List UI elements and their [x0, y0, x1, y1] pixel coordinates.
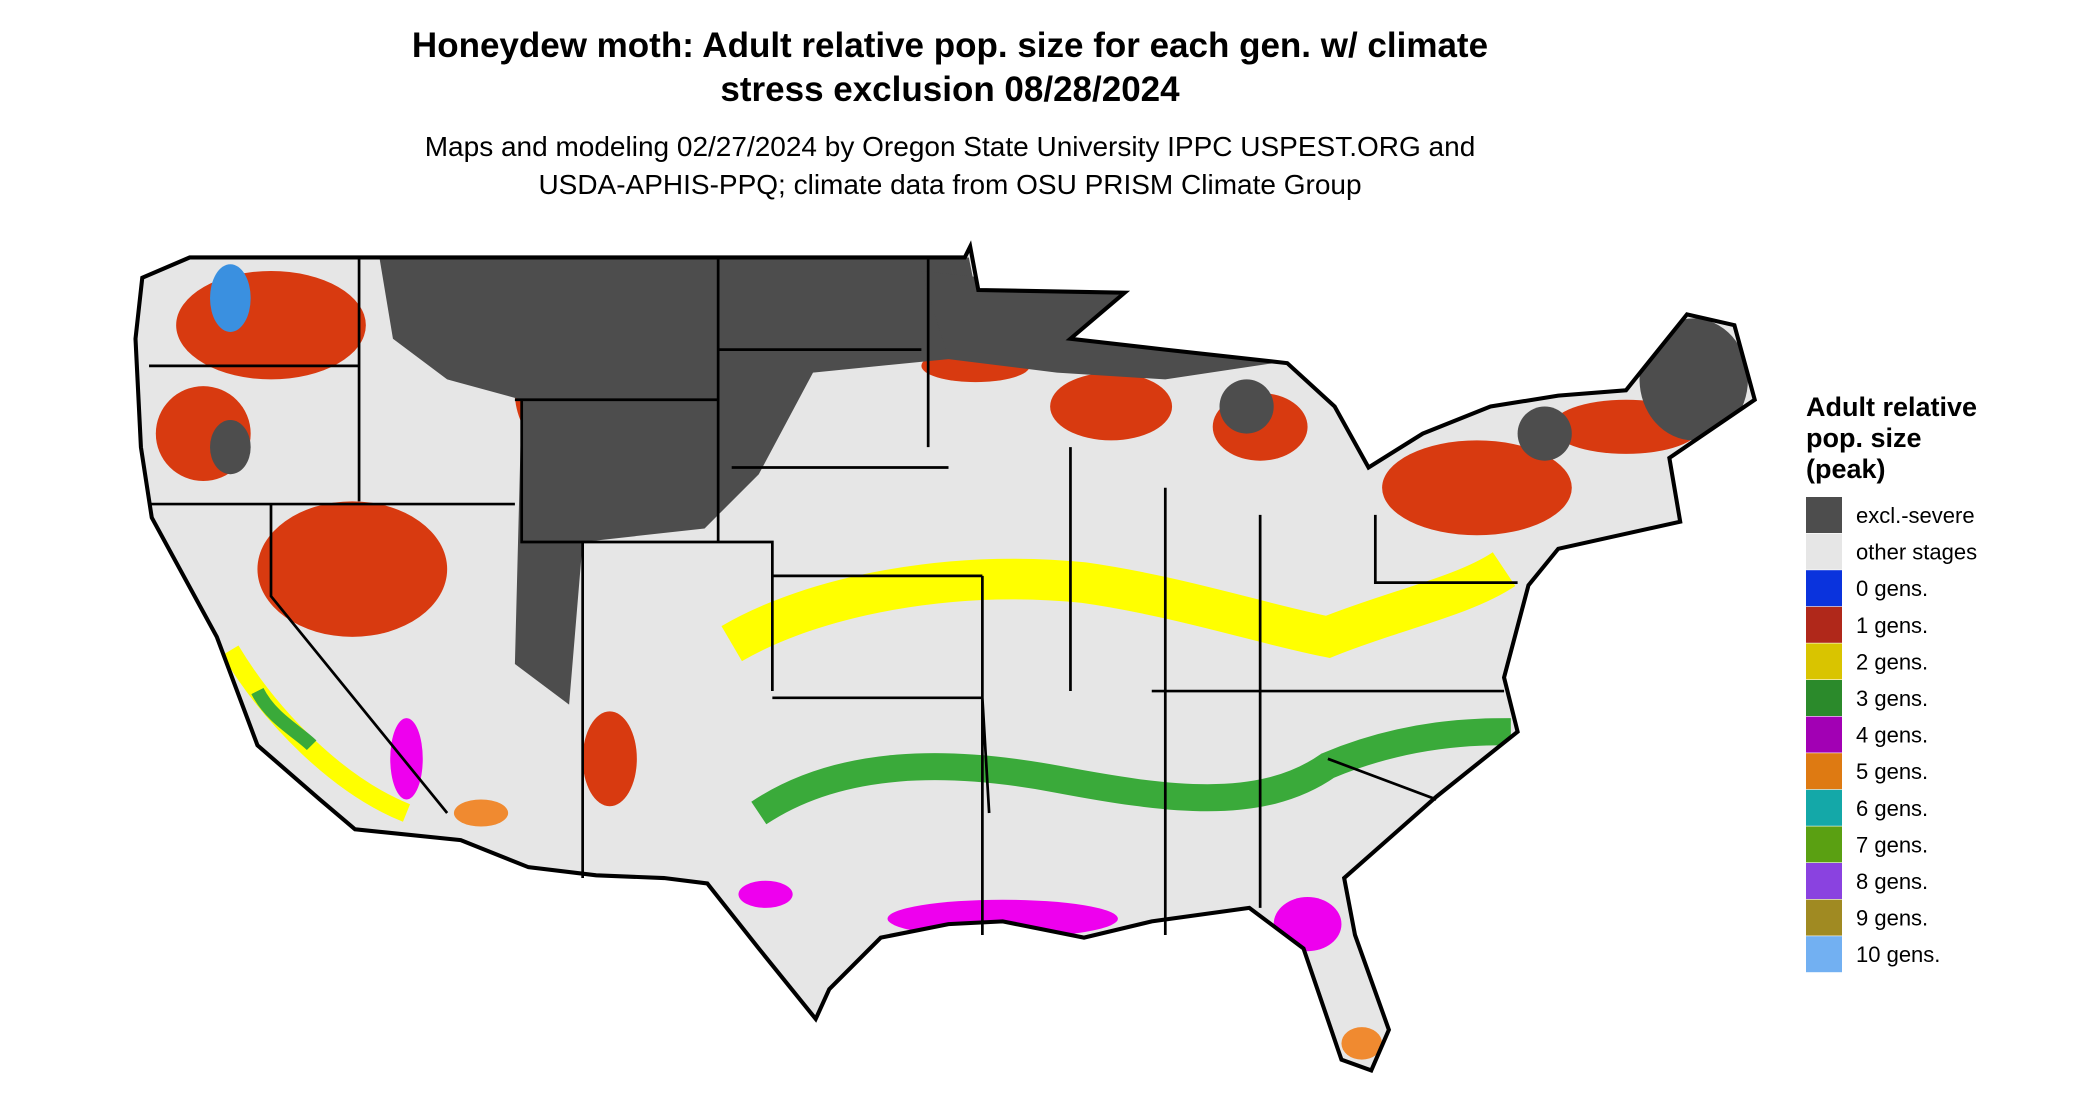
- gen10-areas: [210, 264, 251, 332]
- gen3-band: [251, 687, 1511, 825]
- legend-swatch: [1806, 863, 1842, 899]
- legend-swatch: [1806, 643, 1842, 680]
- legend-swatch: [1806, 570, 1842, 607]
- legend-label: 4 gens.: [1856, 723, 1928, 748]
- legend-swatch: [1806, 753, 1842, 790]
- legend-swatch: [1806, 826, 1842, 863]
- title-line: Honeydew moth: Adult relative pop. size …: [412, 26, 1488, 65]
- legend-label: 7 gens.: [1856, 832, 1928, 857]
- legend-label: 1 gens.: [1856, 613, 1928, 638]
- legend-swatch: [1806, 606, 1842, 643]
- legend-label: 8 gens.: [1856, 869, 1928, 894]
- legend-label: other stages: [1856, 540, 1977, 565]
- legend-swatch: [1806, 533, 1842, 570]
- legend-label: 10 gens.: [1856, 942, 1940, 967]
- subtitle-line: Maps and modeling 02/27/2024 by Oregon S…: [425, 131, 1476, 162]
- excluded-areas: [210, 257, 1748, 705]
- legend-swatch: [1806, 497, 1842, 533]
- legend-label: 3 gens.: [1856, 686, 1928, 711]
- legend-title: pop. size: [1806, 423, 1922, 453]
- legend-label: excl.-severe: [1856, 503, 1975, 528]
- legend-swatch: [1806, 680, 1842, 716]
- legend-swatch: [1806, 716, 1842, 753]
- subtitle-line: USDA-APHIS-PPQ; climate data from OSU PR…: [538, 169, 1361, 200]
- legend-swatch: [1806, 936, 1842, 973]
- legend-swatch: [1806, 789, 1842, 826]
- legend-label: 5 gens.: [1856, 759, 1928, 784]
- legend-swatch: [1806, 899, 1842, 936]
- legend-title: (peak): [1806, 454, 1886, 484]
- legend-label: 2 gens.: [1856, 649, 1928, 674]
- map-layers: [155, 257, 1748, 1060]
- legend-label: 0 gens.: [1856, 576, 1928, 601]
- state-borders: [149, 257, 1518, 935]
- legend-label: 6 gens.: [1856, 796, 1928, 821]
- legend-label: 9 gens.: [1856, 906, 1928, 931]
- us-map: [136, 247, 1755, 1071]
- legend-title: Adult relative: [1806, 392, 1977, 422]
- title-line: stress exclusion 08/28/2024: [720, 70, 1180, 109]
